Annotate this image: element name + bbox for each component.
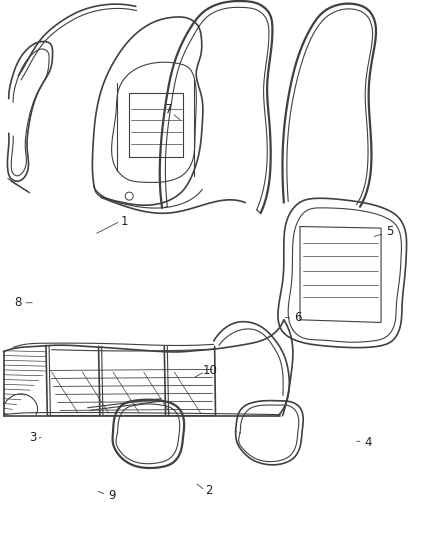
- Text: 4: 4: [364, 436, 372, 449]
- Text: 2: 2: [205, 484, 213, 497]
- Text: 9: 9: [108, 489, 116, 502]
- Text: 6: 6: [294, 311, 302, 324]
- Text: 7: 7: [165, 103, 173, 116]
- Text: 5: 5: [386, 225, 393, 238]
- Text: 8: 8: [15, 296, 22, 309]
- Text: 10: 10: [203, 364, 218, 377]
- Text: 1: 1: [121, 215, 129, 228]
- Text: 3: 3: [29, 431, 36, 443]
